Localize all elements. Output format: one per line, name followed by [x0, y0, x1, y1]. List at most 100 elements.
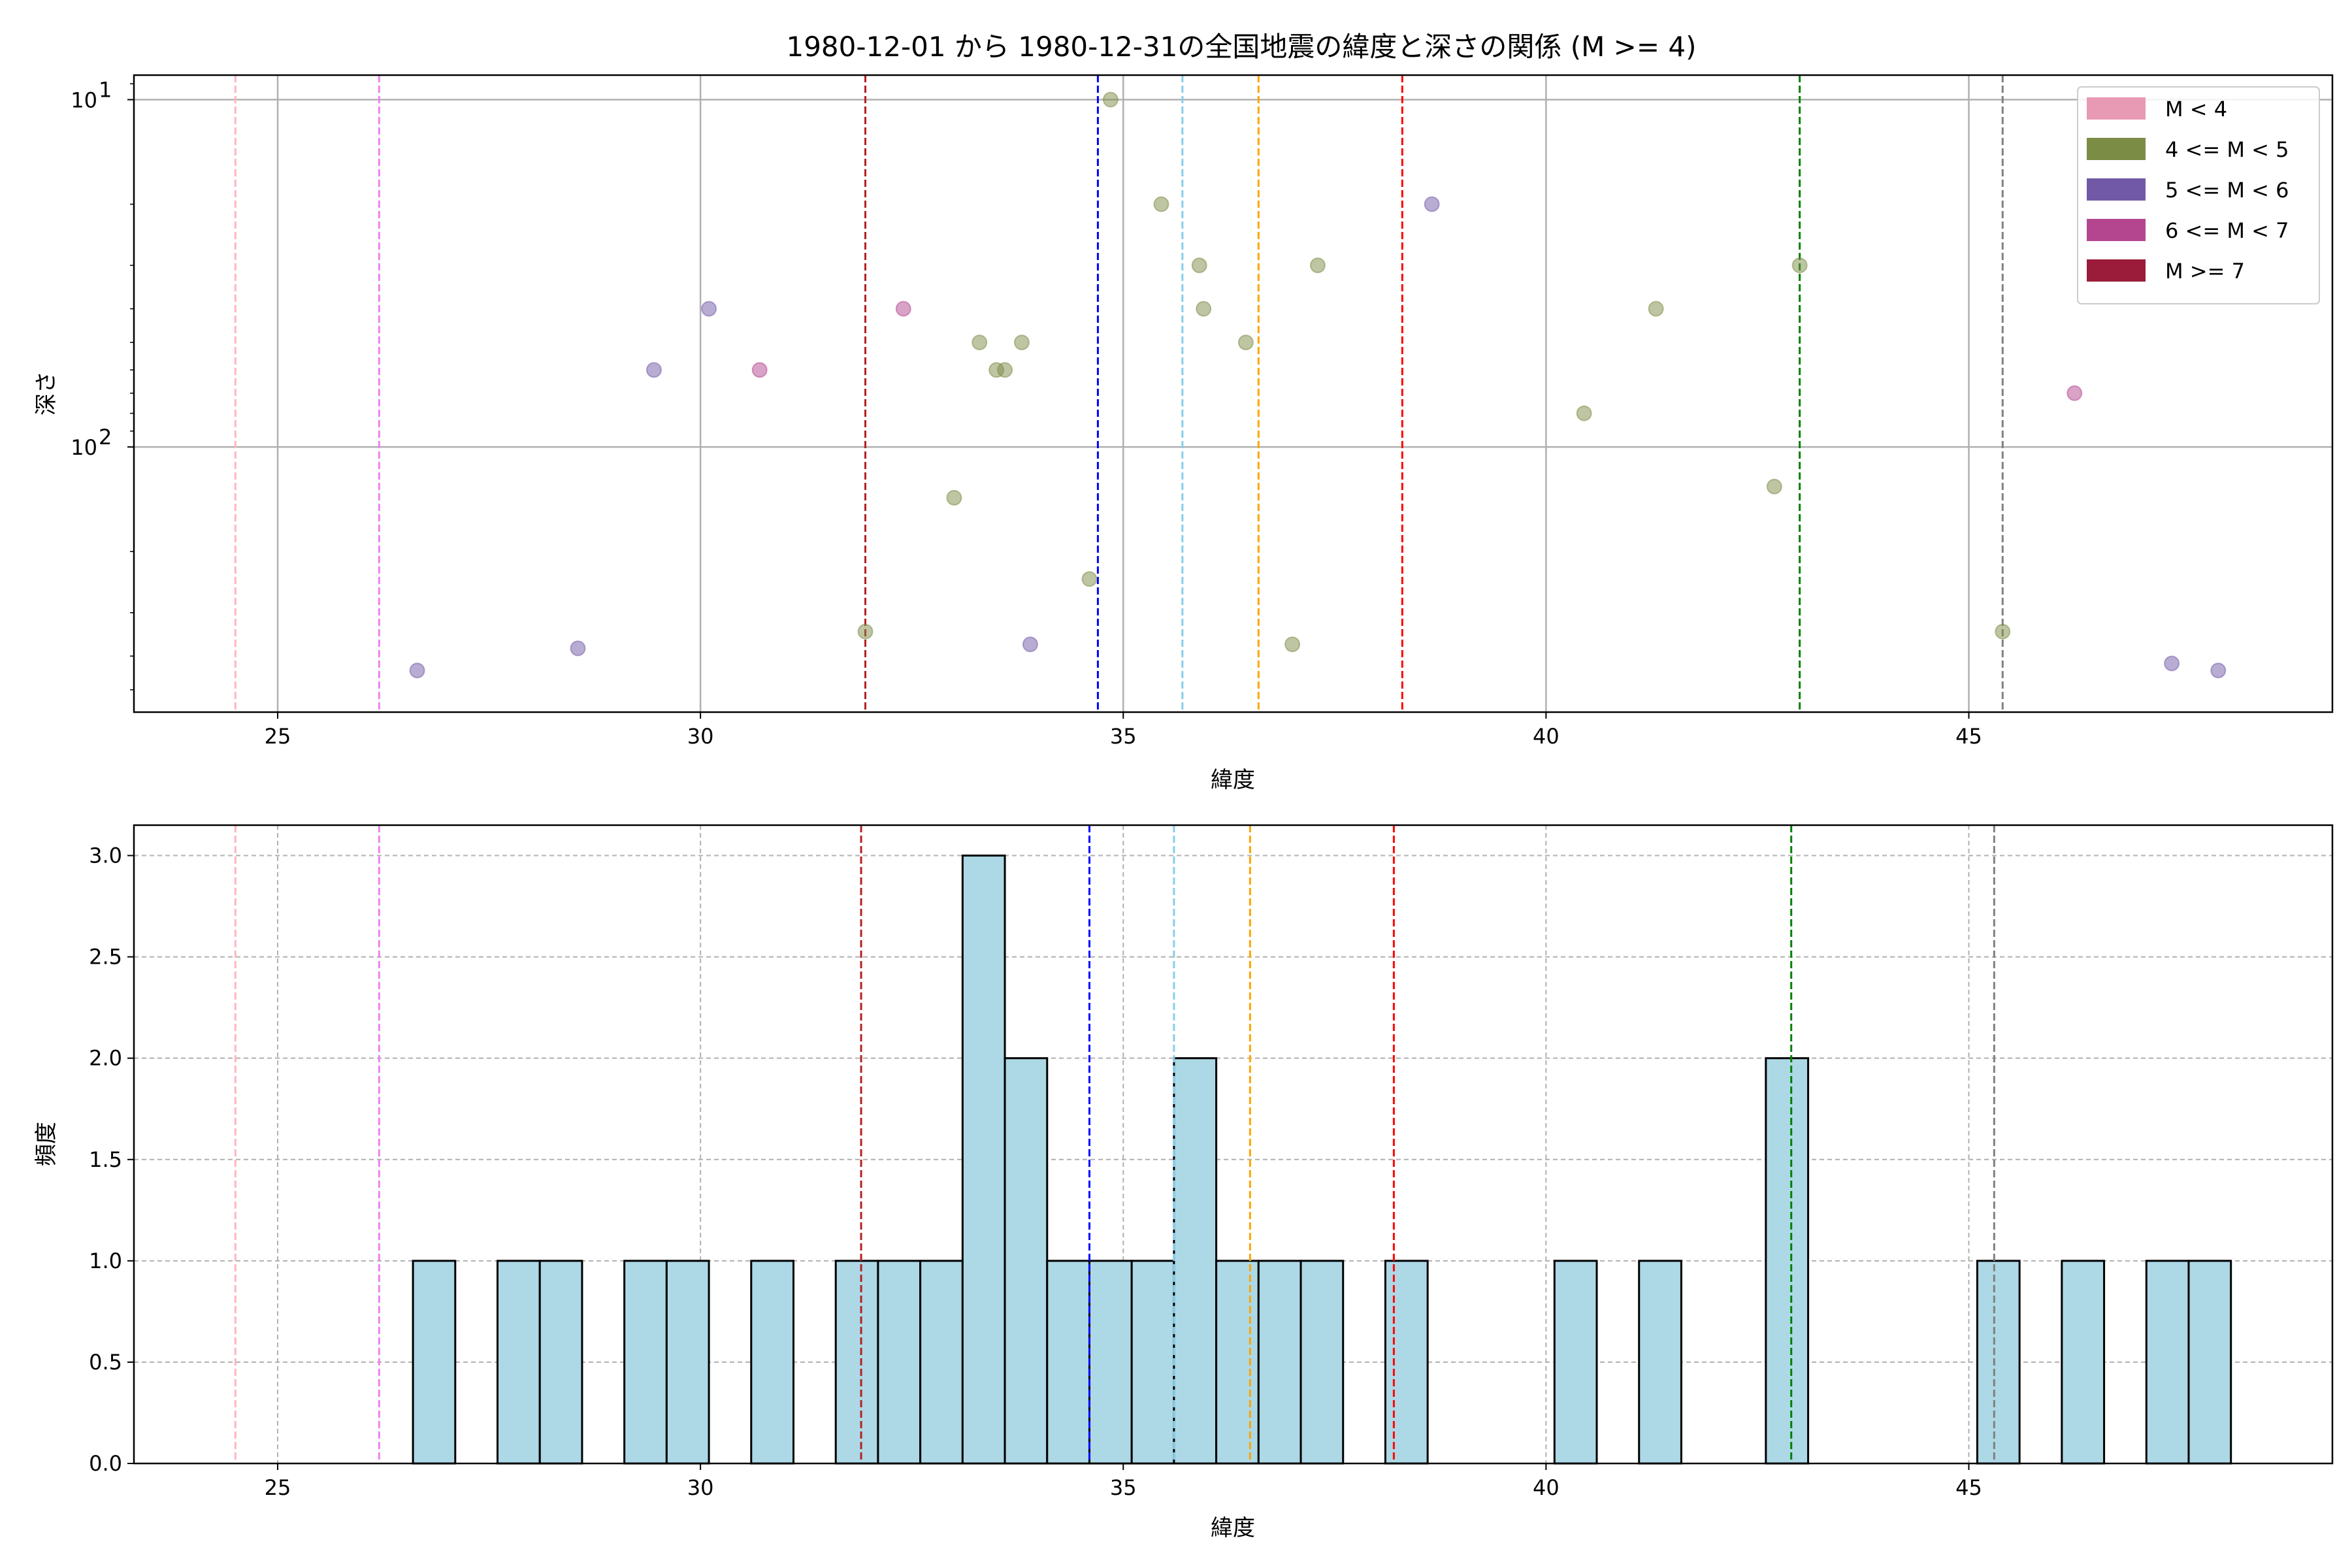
legend-label: M < 4 — [2165, 97, 2227, 122]
scatter-y-axis-label: 深さ — [33, 371, 59, 416]
histogram-bar — [665, 1260, 710, 1465]
scatter-point — [2210, 662, 2227, 679]
histogram-y-tick-label: 2.5 — [89, 945, 122, 970]
scatter-point — [1766, 478, 1782, 495]
histogram-bar — [2187, 1260, 2232, 1465]
histogram-bar — [1638, 1260, 1682, 1465]
histogram-bar — [1384, 1260, 1429, 1465]
scatter-reference-lines — [234, 75, 2004, 712]
scatter-x-tick-label: 45 — [1955, 724, 1982, 749]
histogram-y-tick-label: 0.0 — [89, 1451, 122, 1476]
scatter-point — [1102, 91, 1119, 108]
scatter-point — [1022, 636, 1038, 653]
scatter-points — [409, 91, 2227, 679]
legend: M < 4 4 <= M < 5 5 <= M < 6 6 <= M < 7 M >= … — [2077, 86, 2320, 304]
scatter-point — [1576, 405, 1592, 421]
histogram-bar — [961, 855, 1006, 1465]
histogram-bar — [877, 1260, 922, 1465]
legend-swatch — [2087, 138, 2146, 160]
scatter-y-tick-exponent: 2 — [99, 425, 112, 449]
histogram-y-tick-label: 0.5 — [89, 1350, 122, 1375]
histogram-y-tick-label: 1.5 — [89, 1147, 122, 1172]
scatter-x-ticks: 25 30 35 40 45 — [265, 712, 1982, 749]
histogram-bar — [538, 1260, 583, 1465]
histogram-bar — [834, 1260, 879, 1465]
scatter-point — [1309, 257, 1326, 274]
scatter-x-axis-label: 緯度 — [1211, 767, 1255, 793]
legend-label: M >= 7 — [2165, 259, 2245, 284]
scatter-x-tick-label: 40 — [1533, 724, 1560, 749]
histogram-bar — [1004, 1057, 1049, 1465]
chart-title: 1980-12-01 から 1980-12-31の全国地震の緯度と深さの関係 (… — [786, 31, 1696, 63]
scatter-point — [1237, 335, 1254, 351]
scatter-x-tick-label: 25 — [265, 724, 291, 749]
scatter-point — [946, 489, 962, 506]
legend-label: 5 <= M < 6 — [2165, 178, 2289, 203]
histogram-bar — [623, 1260, 668, 1465]
histogram-x-tick-label: 35 — [1110, 1475, 1137, 1500]
scatter-point — [570, 640, 586, 657]
histogram-x-axis-label: 緯度 — [1211, 1515, 1255, 1541]
scatter-point — [857, 623, 874, 640]
histogram-bar — [1257, 1260, 1302, 1465]
scatter-point — [751, 362, 768, 378]
histogram-bar — [750, 1260, 794, 1465]
scatter-grid — [134, 75, 2332, 712]
histogram-bar — [497, 1260, 541, 1465]
legend-label: 4 <= M < 5 — [2165, 137, 2289, 162]
legend-label: 6 <= M < 7 — [2165, 218, 2289, 243]
histogram-bar — [2145, 1260, 2190, 1465]
histogram-y-tick-label: 1.0 — [89, 1249, 122, 1273]
histogram-bar — [1553, 1260, 1598, 1465]
histogram-bar — [1215, 1260, 1260, 1465]
scatter-point — [701, 301, 717, 317]
scatter-point — [2066, 385, 2083, 401]
scatter-point — [409, 662, 425, 679]
scatter-point — [1648, 301, 1664, 317]
histogram-y-tick-label: 2.0 — [89, 1046, 122, 1071]
histogram-bar — [1046, 1260, 1090, 1465]
scatter-x-tick-label: 30 — [687, 724, 714, 749]
histogram-x-tick-label: 30 — [687, 1475, 714, 1500]
histogram-y-axis-label: 頻度 — [33, 1122, 59, 1166]
scatter-plot-area — [134, 75, 2332, 712]
scatter-point — [1196, 301, 1212, 317]
histogram-bar — [1299, 1260, 1345, 1465]
scatter-point — [1284, 636, 1301, 653]
legend-swatch — [2087, 178, 2146, 201]
scatter-point — [1081, 571, 1098, 587]
histogram-x-tick-label: 25 — [265, 1475, 291, 1500]
histogram-bar — [919, 1260, 964, 1465]
histogram-frame — [133, 824, 2334, 1465]
scatter-point — [997, 362, 1013, 378]
scatter-point — [2164, 655, 2180, 672]
scatter-point — [895, 301, 911, 317]
histogram-x-tick-label: 40 — [1533, 1475, 1560, 1500]
scatter-y-tick-label: 10 — [71, 435, 97, 460]
histogram-bar — [1088, 1260, 1133, 1465]
scatter-x-tick-label: 35 — [1110, 724, 1137, 749]
histogram-bar — [1765, 1057, 1810, 1465]
histogram-bar — [1130, 1260, 1175, 1465]
histogram-bars — [412, 855, 2232, 1465]
scatter-point — [1995, 623, 2011, 640]
histogram-x-ticks: 25 30 35 40 45 — [265, 1463, 1982, 1500]
histogram-y-ticks: 0.0 0.5 1.0 1.5 2.0 2.5 3.0 — [89, 843, 134, 1476]
histogram-reference-lines — [234, 825, 1995, 1463]
scatter-point — [1191, 257, 1207, 274]
histogram-bar — [412, 1260, 457, 1465]
histogram-bar — [2061, 1260, 2106, 1465]
histogram-bar — [1173, 1057, 1218, 1465]
histogram-x-tick-label: 45 — [1955, 1475, 1982, 1500]
legend-swatch — [2087, 219, 2146, 241]
legend-swatch — [2087, 97, 2146, 120]
scatter-point — [972, 335, 988, 351]
histogram-bar — [1976, 1260, 2021, 1465]
scatter-point — [1013, 335, 1030, 351]
scatter-y-tick-label: 10 — [71, 88, 97, 113]
scatter-point — [1791, 257, 1808, 274]
scatter-point — [1153, 196, 1169, 212]
legend-swatch — [2087, 259, 2146, 282]
